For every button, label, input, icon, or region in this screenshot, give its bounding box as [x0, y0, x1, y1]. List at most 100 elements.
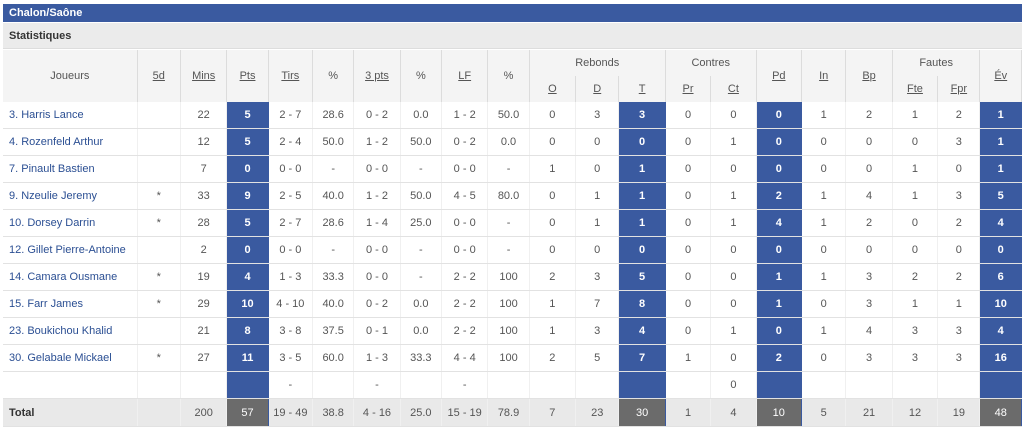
cell-bp: 3 — [845, 290, 893, 318]
col-contres-pr[interactable]: Pr — [665, 76, 712, 102]
cell-ev: 0 — [979, 236, 1022, 264]
total-d: 23 — [575, 398, 620, 427]
group-contres: Contres — [665, 50, 757, 76]
team-row: - - - 0 — [3, 371, 1022, 399]
total-pct2: 25.0 — [400, 398, 442, 427]
cell-pct1: 50.0 — [312, 128, 355, 156]
cell-d: 0 — [575, 236, 620, 264]
col-pd[interactable]: Pd — [756, 50, 803, 102]
cell-lf: 2 - 2 — [441, 290, 489, 318]
cell-d: 3 — [575, 102, 620, 129]
cell-pd: 0 — [756, 155, 803, 183]
player-name-link[interactable]: 4. Rozenfeld Arthur — [3, 128, 138, 156]
cell-in: 1 — [801, 102, 847, 129]
cell-mins: 27 — [180, 344, 228, 372]
col-pts[interactable]: Pts — [226, 50, 269, 102]
col-bp[interactable]: Bp — [845, 50, 893, 102]
cell-fpr — [937, 371, 981, 399]
cell-ev: 1 — [979, 155, 1022, 183]
player-name-link[interactable]: 10. Dorsey Darrin — [3, 209, 138, 237]
cell-pct1: 40.0 — [312, 290, 355, 318]
cell-pct1: 28.6 — [312, 209, 355, 237]
cell-mins: 12 — [180, 128, 228, 156]
cell-pct3: 100 — [487, 263, 530, 291]
cell-mins: 21 — [180, 317, 228, 345]
cell-fpr: 0 — [937, 236, 981, 264]
cell-ct: 1 — [710, 128, 757, 156]
cell-pd: 0 — [756, 317, 803, 345]
player-name-link[interactable]: 30. Gelabale Mickael — [3, 344, 138, 372]
cell-pct1: - — [312, 236, 355, 264]
col-fautes-fpr[interactable]: Fpr — [937, 76, 981, 102]
cell-three: 0 - 2 — [353, 290, 401, 318]
cell-pct2: 33.3 — [400, 344, 442, 372]
cell-ct: 0 — [710, 263, 757, 291]
cell-fpr: 2 — [937, 263, 981, 291]
col-reb-o[interactable]: O — [529, 76, 577, 102]
cell-bp: 2 — [845, 102, 893, 129]
cell-pct3: - — [487, 155, 530, 183]
cell-pr: 0 — [665, 290, 712, 318]
cell-pr: 0 — [665, 209, 712, 237]
cell-bp: 2 — [845, 209, 893, 237]
col-tirs[interactable]: Tirs — [268, 50, 314, 102]
total-ct: 4 — [710, 398, 757, 427]
cell-bp: 4 — [845, 317, 893, 345]
cell-ct: 0 — [710, 236, 757, 264]
cell-bp: 3 — [845, 263, 893, 291]
cell-o: 0 — [529, 236, 577, 264]
player-name-link[interactable]: 9. Nzeulie Jeremy — [3, 182, 138, 210]
cell-bp — [845, 371, 893, 399]
cell-bp: 0 — [845, 128, 893, 156]
cell-o: 0 — [529, 128, 577, 156]
cell-pct2: - — [400, 263, 442, 291]
cell-fte: 2 — [892, 263, 939, 291]
cell-pts: 0 — [226, 155, 269, 183]
player-row: 9. Nzeulie Jeremy * 33 9 2 - 5 40.0 1 - 2 50.0 4… — [3, 182, 1022, 210]
cell-in: 1 — [801, 317, 847, 345]
col-5d[interactable]: 5d — [137, 50, 181, 102]
cell-pd: 2 — [756, 182, 803, 210]
col-3pts[interactable]: 3 pts — [353, 50, 401, 102]
player-row: 12. Gillet Pierre-Antoine 2 0 0 - 0-0 - 0-0… — [3, 236, 1022, 264]
cell-t — [618, 371, 666, 399]
cell-fte: 0 — [892, 128, 939, 156]
player-name-link[interactable]: 3. Harris Lance — [3, 102, 138, 129]
cell-tirs: - — [268, 371, 314, 399]
total-lf: 15 - 19 — [441, 398, 489, 427]
cell-pr: 0 — [665, 263, 712, 291]
cell-fpr: 3 — [937, 344, 981, 372]
cell-fte: 0 — [892, 236, 939, 264]
col-fautes-fte[interactable]: Fte — [892, 76, 939, 102]
col-joueurs: Joueurs — [3, 50, 138, 102]
cell-pr: 0 — [665, 128, 712, 156]
player-row: 10. Dorsey Darrin * 28 5 2 - 7 28.6 1 - 4 25.0 0… — [3, 209, 1022, 237]
player-name-link[interactable]: 12. Gillet Pierre-Antoine — [3, 236, 138, 264]
col-mins[interactable]: Mins — [180, 50, 228, 102]
player-name-link[interactable]: 7. Pinault Bastien — [3, 155, 138, 183]
col-reb-t[interactable]: T — [618, 76, 666, 102]
cell-five: * — [137, 182, 181, 210]
col-ev[interactable]: Év — [979, 50, 1022, 102]
cell-three: 0 - 1 — [353, 317, 401, 345]
total-ev: 48 — [979, 398, 1022, 427]
col-in[interactable]: In — [801, 50, 847, 102]
player-name-link[interactable]: 23. Boukichou Khalid — [3, 317, 138, 345]
player-name-link[interactable]: 15. Farr James — [3, 290, 138, 318]
cell-pd: 1 — [756, 263, 803, 291]
cell-pct2: 25.0 — [400, 209, 442, 237]
player-name-link[interactable]: 14. Camara Ousmane — [3, 263, 138, 291]
col-reb-d[interactable]: D — [575, 76, 620, 102]
cell-pct1: 37.5 — [312, 317, 355, 345]
cell-o: 0 — [529, 182, 577, 210]
col-contres-ct[interactable]: Ct — [710, 76, 757, 102]
cell-five: * — [137, 263, 181, 291]
cell-fpr: 1 — [937, 290, 981, 318]
cell-pct3 — [487, 371, 530, 399]
cell-fpr: 2 — [937, 102, 981, 129]
cell-fte: 3 — [892, 344, 939, 372]
col-pct-3pts: % — [400, 50, 442, 102]
cell-pct1: 28.6 — [312, 102, 355, 129]
col-lf[interactable]: LF — [441, 50, 489, 102]
cell-fpr: 3 — [937, 317, 981, 345]
